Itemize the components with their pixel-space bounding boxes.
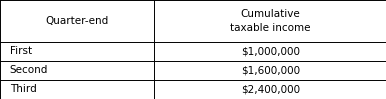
Text: $1,000,000: $1,000,000 [241,46,300,56]
Text: $1,600,000: $1,600,000 [240,65,300,75]
Text: First: First [10,46,32,56]
Text: Quarter-end: Quarter-end [46,16,109,26]
Text: Third: Third [10,84,36,94]
Text: Cumulative: Cumulative [240,9,300,19]
Text: taxable income: taxable income [230,23,310,33]
Text: Second: Second [10,65,48,75]
Text: $2,400,000: $2,400,000 [240,84,300,94]
